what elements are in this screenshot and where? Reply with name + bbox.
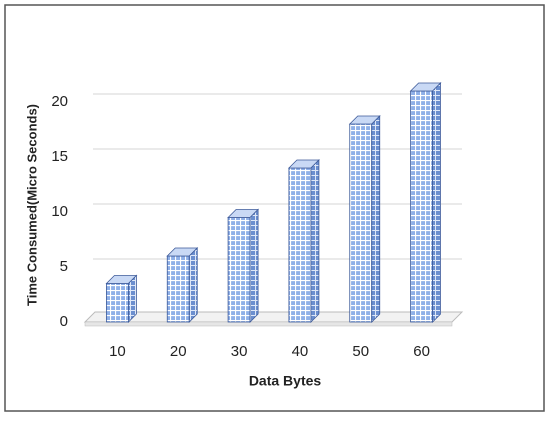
y-axis-title: Time Consumed(Micro Seconds) xyxy=(24,104,39,306)
bar-side xyxy=(310,159,320,323)
bar-side xyxy=(128,274,137,323)
y-tick-label: 10 xyxy=(51,203,68,220)
x-tick-label: 30 xyxy=(231,343,248,360)
bar xyxy=(288,167,312,323)
floor-edge xyxy=(84,321,453,327)
bar-side xyxy=(249,208,259,323)
x-tick-label: 10 xyxy=(109,343,126,360)
bar-side xyxy=(432,82,441,323)
y-tick-label: 20 xyxy=(51,93,68,110)
floor xyxy=(83,311,464,323)
frame xyxy=(4,4,545,412)
y-tick-label: 15 xyxy=(51,148,68,165)
y-tick-label: 0 xyxy=(60,313,68,330)
bar xyxy=(410,90,433,323)
bar xyxy=(106,283,129,323)
y-tick-label: 5 xyxy=(60,258,68,275)
bar xyxy=(349,123,373,323)
x-tick-label: 60 xyxy=(413,343,430,360)
bar-side xyxy=(188,247,198,323)
bar xyxy=(227,217,251,323)
x-axis-title: Data Bytes xyxy=(249,373,322,389)
bar-side xyxy=(371,115,381,323)
x-tick-label: 50 xyxy=(352,343,369,360)
x-tick-label: 20 xyxy=(170,343,187,360)
x-tick-label: 40 xyxy=(292,343,309,360)
bar xyxy=(166,255,190,323)
